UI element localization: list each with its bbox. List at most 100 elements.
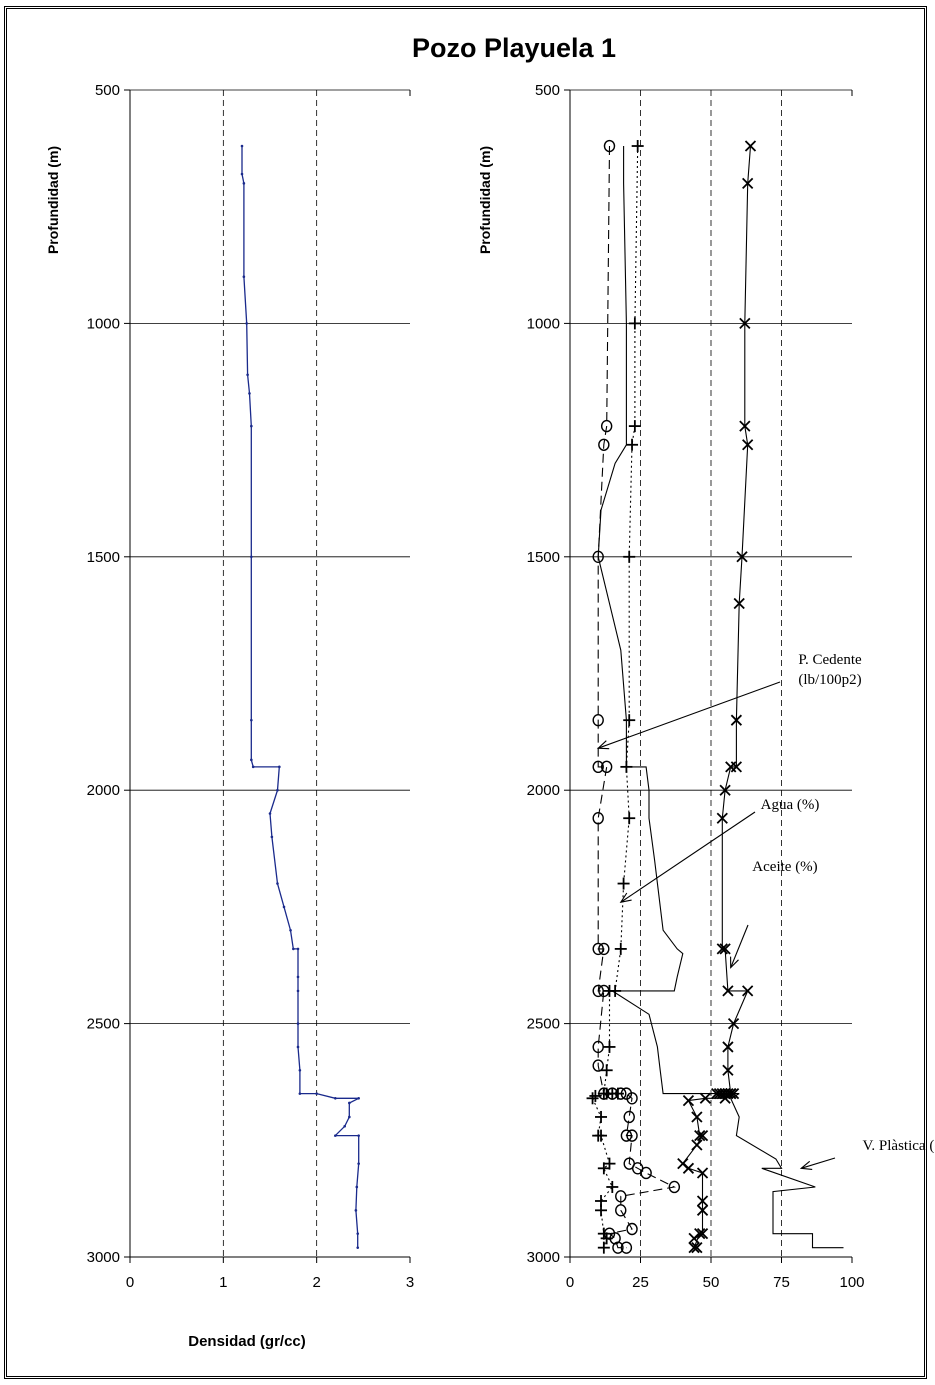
- density-point: [248, 392, 251, 395]
- series-marker-0: [682, 1162, 695, 1174]
- series-line-2: [597, 145, 677, 1249]
- left-ytick-label: 2500: [87, 1016, 120, 1033]
- series-marker-0: [739, 317, 751, 330]
- right-xtick-label: 50: [703, 1274, 720, 1291]
- density-point: [250, 424, 253, 428]
- density-point: [356, 1232, 360, 1235]
- series-marker-0: [682, 1094, 695, 1107]
- series-marker-0: [733, 597, 745, 610]
- density-point: [242, 275, 246, 279]
- density-point: [356, 1246, 360, 1249]
- series-marker-2: [598, 984, 610, 998]
- density-point: [354, 1209, 358, 1212]
- series-marker-0: [699, 1092, 711, 1104]
- annotation-label: Agua (%): [761, 797, 820, 813]
- left-ytick-label: 1000: [87, 315, 120, 332]
- series-marker-2: [620, 1129, 633, 1142]
- left-ytick-label: 1500: [87, 549, 120, 566]
- series-marker-2: [606, 1087, 618, 1100]
- right-ytick-label: 2000: [527, 782, 560, 799]
- series-marker-2: [615, 1087, 627, 1100]
- right-xtick-label: 75: [773, 1274, 790, 1291]
- density-plot: 500 1000 1500 2000 2500 3000 0 1 2 3: [87, 82, 415, 1291]
- series-marker-0: [727, 1017, 740, 1030]
- series-marker-0: [719, 1092, 731, 1104]
- right-ytick-label: 3000: [527, 1249, 560, 1266]
- chart-frame: [4, 6, 927, 1379]
- series-marker-2: [592, 1059, 604, 1072]
- density-point: [296, 1045, 300, 1049]
- density-point: [296, 975, 300, 979]
- left-xtick-label: 2: [312, 1274, 320, 1291]
- series-marker-2: [626, 1129, 638, 1142]
- right-ytick-label: 2500: [527, 1016, 560, 1033]
- annotation-label-line2: (lb/100p2): [798, 672, 861, 688]
- density-point: [251, 765, 255, 769]
- density-point: [292, 947, 295, 951]
- chart-title: Pozo Playuela 1: [412, 33, 616, 63]
- series-marker-0: [744, 140, 757, 152]
- left-ytick-label: 2000: [87, 782, 120, 799]
- annotation-arrowhead: [619, 892, 632, 903]
- series-marker-2: [592, 713, 604, 727]
- series-marker-0: [694, 1129, 706, 1142]
- density-point: [282, 905, 286, 909]
- series-marker-2: [615, 1204, 627, 1217]
- density-point: [240, 172, 244, 176]
- right-y-axis-label: Profundidad (m): [477, 146, 493, 254]
- series-marker-0: [691, 1242, 703, 1254]
- series-marker-0: [722, 1064, 734, 1076]
- annotation-arrowhead: [596, 740, 610, 750]
- series-marker-0: [736, 551, 748, 563]
- right-xtick-label: 0: [566, 1274, 574, 1291]
- annotation-label: P. Cedente: [798, 652, 862, 668]
- series-marker-0: [691, 1111, 703, 1123]
- density-point: [278, 765, 281, 769]
- series-marker-2: [640, 1166, 652, 1180]
- series-marker-0: [742, 985, 754, 997]
- mud-properties-plot: 500 1000 1500 2000 2500 3000 0 25 50 75 100 P. Cede…: [527, 82, 935, 1291]
- density-point: [348, 1101, 351, 1105]
- density-point: [334, 1096, 337, 1100]
- series-marker-0: [722, 1041, 734, 1053]
- density-point: [240, 144, 244, 148]
- right-ytick-label: 1500: [527, 549, 560, 566]
- density-point: [357, 1134, 360, 1137]
- series-marker-0: [719, 943, 731, 955]
- density-point: [348, 1115, 351, 1119]
- density-point: [245, 322, 248, 325]
- left-xtick-label: 3: [406, 1274, 414, 1291]
- density-point: [246, 373, 249, 377]
- series-marker-0: [677, 1158, 689, 1170]
- series-marker-0: [719, 784, 731, 796]
- series-marker-2: [626, 1092, 638, 1105]
- left-xtick-label: 0: [126, 1274, 134, 1291]
- density-point: [250, 718, 253, 722]
- left-y-axis-label: Profundidad (m): [45, 146, 61, 254]
- left-xtick-label: 1: [219, 1274, 227, 1291]
- annotation-arrow: [598, 681, 781, 749]
- density-point: [289, 928, 292, 932]
- density-point: [296, 989, 300, 993]
- density-point: [298, 1092, 302, 1095]
- density-point: [357, 1162, 360, 1165]
- annotation-arrow: [620, 811, 756, 903]
- series-marker-0: [694, 1228, 706, 1240]
- density-series-line: [241, 146, 360, 1248]
- series-marker-0: [696, 1195, 709, 1207]
- series-marker-0: [688, 1242, 700, 1254]
- series-marker-2: [620, 1241, 633, 1254]
- series-marker-0: [716, 812, 728, 824]
- series-marker-2: [626, 1222, 638, 1236]
- density-point: [343, 1124, 346, 1128]
- density-point: [276, 788, 279, 792]
- annotation-arrowhead: [799, 1160, 813, 1170]
- annotation-arrow: [801, 1157, 836, 1169]
- series-marker-0: [691, 1139, 703, 1151]
- right-ytick-label: 500: [535, 82, 560, 99]
- density-point: [276, 882, 279, 885]
- density-point: [242, 182, 246, 185]
- series-marker-0: [742, 439, 754, 451]
- series-marker-0: [725, 761, 737, 773]
